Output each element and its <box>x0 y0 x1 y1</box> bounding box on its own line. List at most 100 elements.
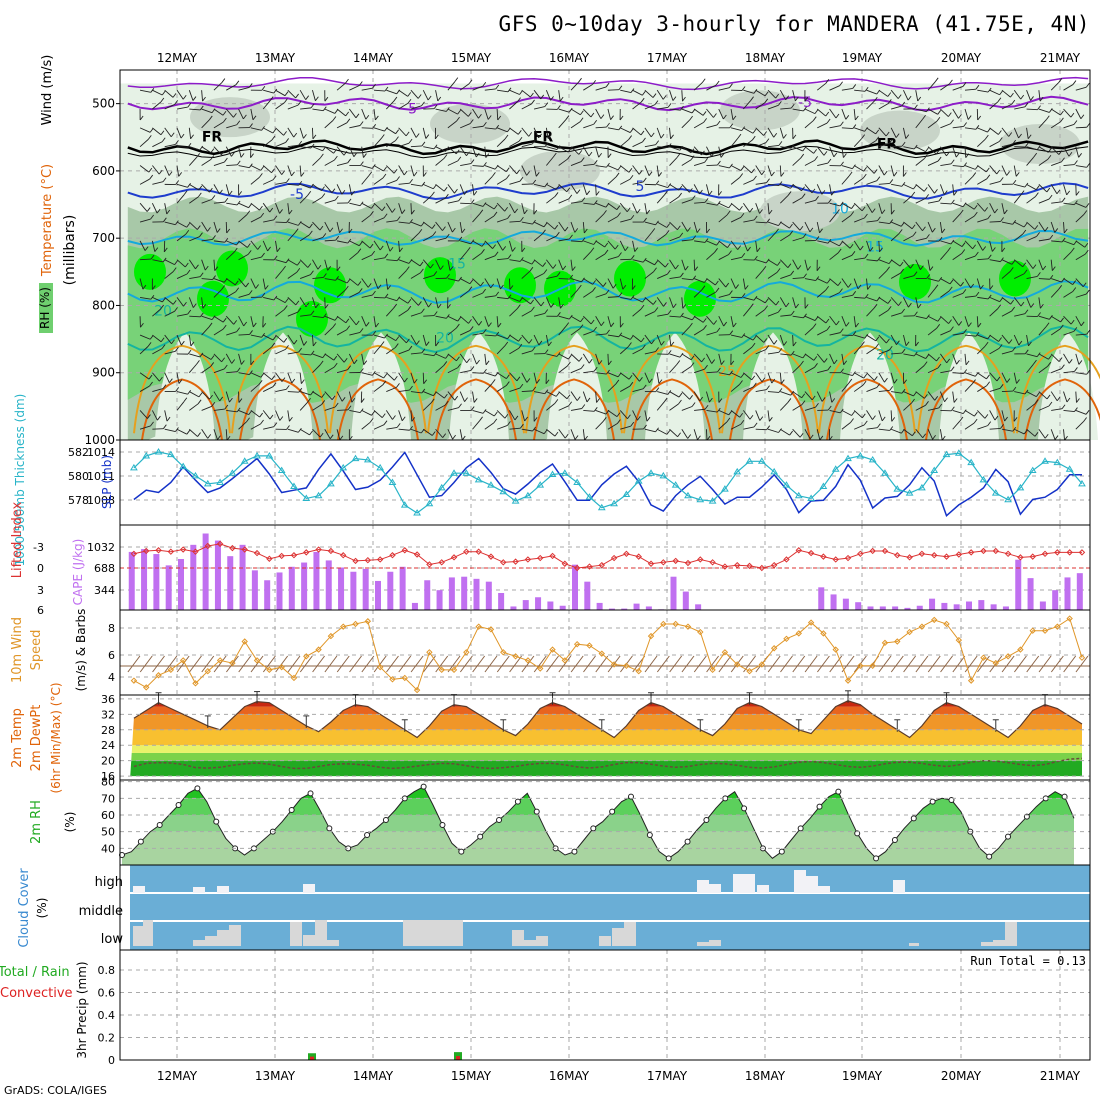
thickness-marker <box>573 478 582 485</box>
wind-barb <box>213 82 223 91</box>
wind-barb <box>508 278 511 290</box>
date-label: 19MAY <box>842 1069 883 1083</box>
cape-bar <box>276 572 283 610</box>
wind-barb <box>373 138 382 147</box>
wind-barb-flag <box>984 134 989 140</box>
wind-barb-flag <box>492 172 496 177</box>
wind-barb <box>225 146 232 157</box>
lifted-index-marker <box>1004 550 1012 558</box>
wind-barb-flag <box>802 233 807 238</box>
wind-barb <box>903 353 915 357</box>
wind-barb <box>657 146 669 148</box>
wind-barb-flag <box>912 231 917 236</box>
wind-barb-flag <box>581 404 586 409</box>
lifted-index-marker <box>672 557 679 565</box>
wind-barb-flag <box>1075 191 1080 196</box>
wind-barb <box>829 240 840 247</box>
wind-barb <box>915 158 925 166</box>
lifted-index-marker <box>684 559 692 567</box>
wind-barb <box>188 334 192 347</box>
wind-barb <box>189 236 200 242</box>
wind-barb <box>558 326 567 336</box>
lifted-index-marker <box>586 563 593 570</box>
wind-barb-flag <box>617 165 622 171</box>
wind-barb-flag <box>1074 160 1078 165</box>
thickness-marker <box>203 479 212 487</box>
wind-barb-flag <box>456 356 460 362</box>
lifted-index-marker <box>894 552 901 559</box>
wind-barb <box>472 372 484 374</box>
wind-barb-flag <box>332 116 337 121</box>
wind-barb <box>989 259 1001 263</box>
wind-barb-flag <box>236 120 241 126</box>
wind-barb-flag <box>898 229 903 234</box>
lifted-index-marker <box>561 560 569 567</box>
wind-barb <box>164 428 176 432</box>
wind-barb <box>348 146 355 157</box>
wind-barb <box>1063 409 1075 413</box>
wind-barb <box>275 182 287 185</box>
wind-barb-flag <box>578 357 583 362</box>
wind-barb <box>497 258 509 261</box>
wind-speed-marker <box>734 661 741 668</box>
wind-barb <box>521 221 533 225</box>
wind-barb <box>853 278 859 290</box>
wind-barb-flag <box>531 259 536 265</box>
wind-barb <box>213 146 222 156</box>
wind-barb <box>927 108 938 115</box>
wind-barb <box>262 372 272 381</box>
wind-barb <box>176 313 188 317</box>
wind-barb <box>299 259 309 268</box>
cloud-low-block <box>612 928 624 946</box>
wind-barb <box>250 423 261 430</box>
wind-barb-flag <box>1035 185 1040 190</box>
wind-barb-flag <box>351 190 355 196</box>
wind-barb-flag <box>975 331 980 337</box>
wind-barb-flag <box>542 229 546 235</box>
wind-barb-flag <box>815 196 819 201</box>
wind-barb <box>533 233 543 242</box>
wind-barb <box>152 127 162 136</box>
wind-barb-flag <box>431 224 436 229</box>
lifted-index-marker <box>820 553 827 560</box>
wind-barb <box>964 202 975 210</box>
thickness-marker <box>954 449 963 456</box>
wind-barb-flag <box>348 228 353 234</box>
wind-barb-flag <box>184 262 189 268</box>
wind-barb-flag <box>557 105 561 110</box>
wind-barb-flag <box>199 312 204 318</box>
wind-barb <box>226 409 238 413</box>
wind-barb <box>1050 259 1053 271</box>
wind-barb <box>718 372 730 376</box>
cloud-low-block <box>909 943 919 946</box>
rh-marker <box>514 798 521 805</box>
wind-barb <box>422 259 431 269</box>
wind-barb <box>792 315 804 319</box>
wind-barb <box>878 240 880 252</box>
wind-barb <box>779 402 789 411</box>
wind-barb-flag <box>552 264 557 269</box>
wind-barb-flag <box>715 80 720 86</box>
wind-barb-flag <box>470 239 475 245</box>
rh-marker <box>213 818 220 825</box>
wind-barb <box>915 146 926 153</box>
wind-barb-flag <box>778 141 783 146</box>
wind-barb-flag <box>150 214 154 220</box>
wind-barb-flag <box>937 316 942 322</box>
wind-barb <box>140 258 152 261</box>
wind-barb <box>1038 315 1050 320</box>
wind-barb <box>743 139 753 148</box>
wind-barb-flag <box>554 399 559 404</box>
wind-barb <box>915 391 925 399</box>
wind-barb <box>226 164 238 166</box>
wind-barb-flag <box>319 225 324 231</box>
wind-barb <box>989 296 1000 303</box>
wind-barb-flag <box>209 187 213 193</box>
wind-barb-flag <box>493 211 498 217</box>
wind-barb <box>472 184 475 196</box>
wind-barb <box>816 108 827 117</box>
wind-barb-flag <box>1059 324 1064 330</box>
wind-barb <box>656 401 665 411</box>
wind-barb <box>989 127 999 135</box>
wind-barb-flag <box>261 126 265 131</box>
